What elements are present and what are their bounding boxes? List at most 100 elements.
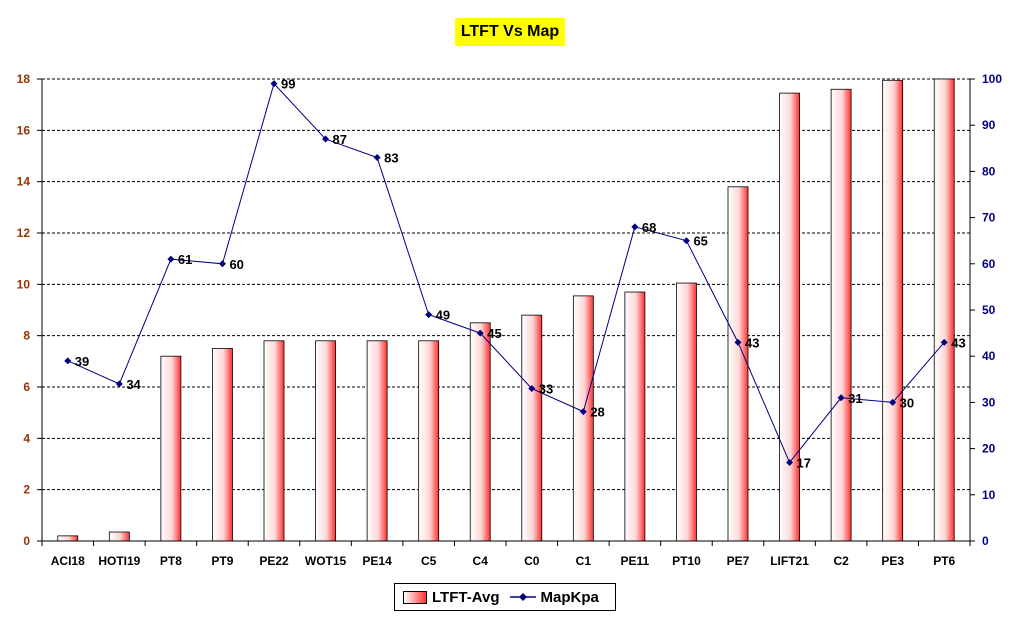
legend-label-ltft: LTFT-Avg bbox=[432, 588, 500, 606]
data-label: 43 bbox=[951, 335, 965, 350]
y-right-tick-label: 90 bbox=[982, 118, 996, 132]
x-tick-label: C4 bbox=[473, 554, 489, 568]
line-point bbox=[889, 398, 897, 406]
bar bbox=[263, 340, 285, 542]
data-labels: 39 34 61 60 99 87 83 49 45 33 28 68 65 43 17 31 30 43 bbox=[75, 77, 966, 471]
line-mapkpa bbox=[64, 80, 948, 466]
line-point bbox=[786, 458, 794, 466]
data-label: 49 bbox=[436, 308, 450, 323]
x-tick-label: ACI18 bbox=[51, 554, 85, 568]
bar bbox=[933, 78, 955, 542]
bar bbox=[418, 340, 440, 542]
line-point bbox=[218, 260, 226, 268]
y-right-tick-label: 70 bbox=[982, 211, 996, 225]
legend-item-mapkpa: MapKpa bbox=[509, 588, 599, 606]
bar bbox=[315, 340, 336, 542]
data-label: 31 bbox=[848, 391, 862, 406]
x-tick-label: PE3 bbox=[881, 554, 904, 568]
y-left-tick-label: 4 bbox=[23, 431, 30, 445]
bar bbox=[366, 340, 388, 542]
axes: 0246810121416180102030405060708090100ACI… bbox=[17, 72, 1003, 568]
x-tick-label: PE7 bbox=[727, 554, 750, 568]
data-label: 68 bbox=[642, 220, 656, 235]
data-label: 60 bbox=[229, 257, 243, 272]
y-right-tick-label: 20 bbox=[982, 442, 996, 456]
y-right-tick-label: 50 bbox=[982, 303, 996, 317]
x-tick-label: PT9 bbox=[211, 554, 233, 568]
x-tick-label: PT8 bbox=[160, 554, 182, 568]
line-point bbox=[476, 329, 484, 337]
bar bbox=[624, 291, 646, 542]
y-right-tick-label: 30 bbox=[982, 395, 996, 409]
y-left-tick-label: 8 bbox=[23, 329, 30, 343]
x-tick-label: WOT15 bbox=[305, 554, 347, 568]
data-label: 28 bbox=[590, 405, 604, 420]
data-label: 30 bbox=[900, 395, 914, 410]
x-tick-label: C1 bbox=[576, 554, 592, 568]
legend-label-mapkpa: MapKpa bbox=[540, 588, 599, 606]
line-point bbox=[425, 311, 433, 319]
y-left-tick-label: 12 bbox=[17, 226, 31, 240]
x-tick-label: C2 bbox=[833, 554, 849, 568]
series-line-mapkpa bbox=[67, 82, 945, 464]
line-point bbox=[167, 255, 175, 263]
x-tick-label: PE11 bbox=[621, 554, 650, 568]
x-tick-label: PE22 bbox=[259, 554, 289, 568]
data-label: 83 bbox=[384, 151, 398, 166]
bar bbox=[212, 348, 233, 542]
data-label: 45 bbox=[487, 326, 501, 341]
legend-item-ltft: LTFT-Avg bbox=[403, 589, 500, 606]
line-point bbox=[115, 380, 123, 388]
x-tick-label: C5 bbox=[421, 554, 437, 568]
legend-bar-swatch bbox=[403, 590, 427, 604]
data-label: 17 bbox=[797, 455, 811, 470]
x-tick-label: C0 bbox=[524, 554, 540, 568]
line-point bbox=[734, 338, 742, 346]
y-right-tick-label: 10 bbox=[982, 488, 996, 502]
data-label: 65 bbox=[693, 234, 707, 249]
x-tick-label: PE14 bbox=[362, 554, 392, 568]
line-point bbox=[270, 80, 278, 88]
y-left-tick-label: 16 bbox=[17, 123, 31, 137]
bar bbox=[727, 186, 749, 542]
data-label: 61 bbox=[178, 252, 192, 267]
bar bbox=[160, 355, 182, 542]
y-right-tick-label: 60 bbox=[982, 257, 996, 271]
line-point bbox=[373, 154, 381, 162]
data-label: 99 bbox=[281, 77, 295, 92]
data-label: 33 bbox=[539, 382, 553, 397]
y-right-tick-label: 100 bbox=[982, 72, 1002, 86]
y-left-tick-label: 2 bbox=[23, 483, 30, 497]
legend: LTFT-Avg MapKpa bbox=[394, 583, 616, 611]
bar bbox=[57, 535, 79, 542]
x-tick-label: PT6 bbox=[933, 554, 955, 568]
data-label: 43 bbox=[745, 335, 759, 350]
y-left-tick-label: 0 bbox=[23, 534, 30, 548]
bar bbox=[469, 322, 491, 542]
y-left-tick-label: 6 bbox=[23, 380, 30, 394]
data-label: 34 bbox=[126, 377, 141, 392]
data-label: 87 bbox=[333, 132, 347, 147]
line-point bbox=[528, 385, 536, 393]
chart-title: LTFT Vs Map bbox=[455, 18, 565, 46]
x-tick-label: PT10 bbox=[672, 554, 701, 568]
bar bbox=[108, 531, 130, 542]
y-left-tick-label: 14 bbox=[17, 175, 31, 189]
y-right-tick-label: 0 bbox=[982, 534, 989, 548]
line-point bbox=[837, 394, 845, 402]
data-label: 39 bbox=[75, 354, 89, 369]
x-tick-label: HOTI19 bbox=[98, 554, 140, 568]
line-point bbox=[682, 237, 690, 245]
bar bbox=[676, 282, 697, 542]
legend-line-swatch bbox=[509, 593, 536, 601]
line-point bbox=[322, 135, 330, 143]
line-point bbox=[64, 357, 72, 365]
line-point bbox=[631, 223, 639, 231]
x-tick-label: LIFT21 bbox=[770, 554, 809, 568]
bar bbox=[882, 79, 904, 542]
y-left-tick-label: 18 bbox=[17, 72, 31, 86]
line-point bbox=[579, 408, 587, 416]
y-left-tick-label: 10 bbox=[17, 277, 31, 291]
y-right-tick-label: 40 bbox=[982, 349, 996, 363]
